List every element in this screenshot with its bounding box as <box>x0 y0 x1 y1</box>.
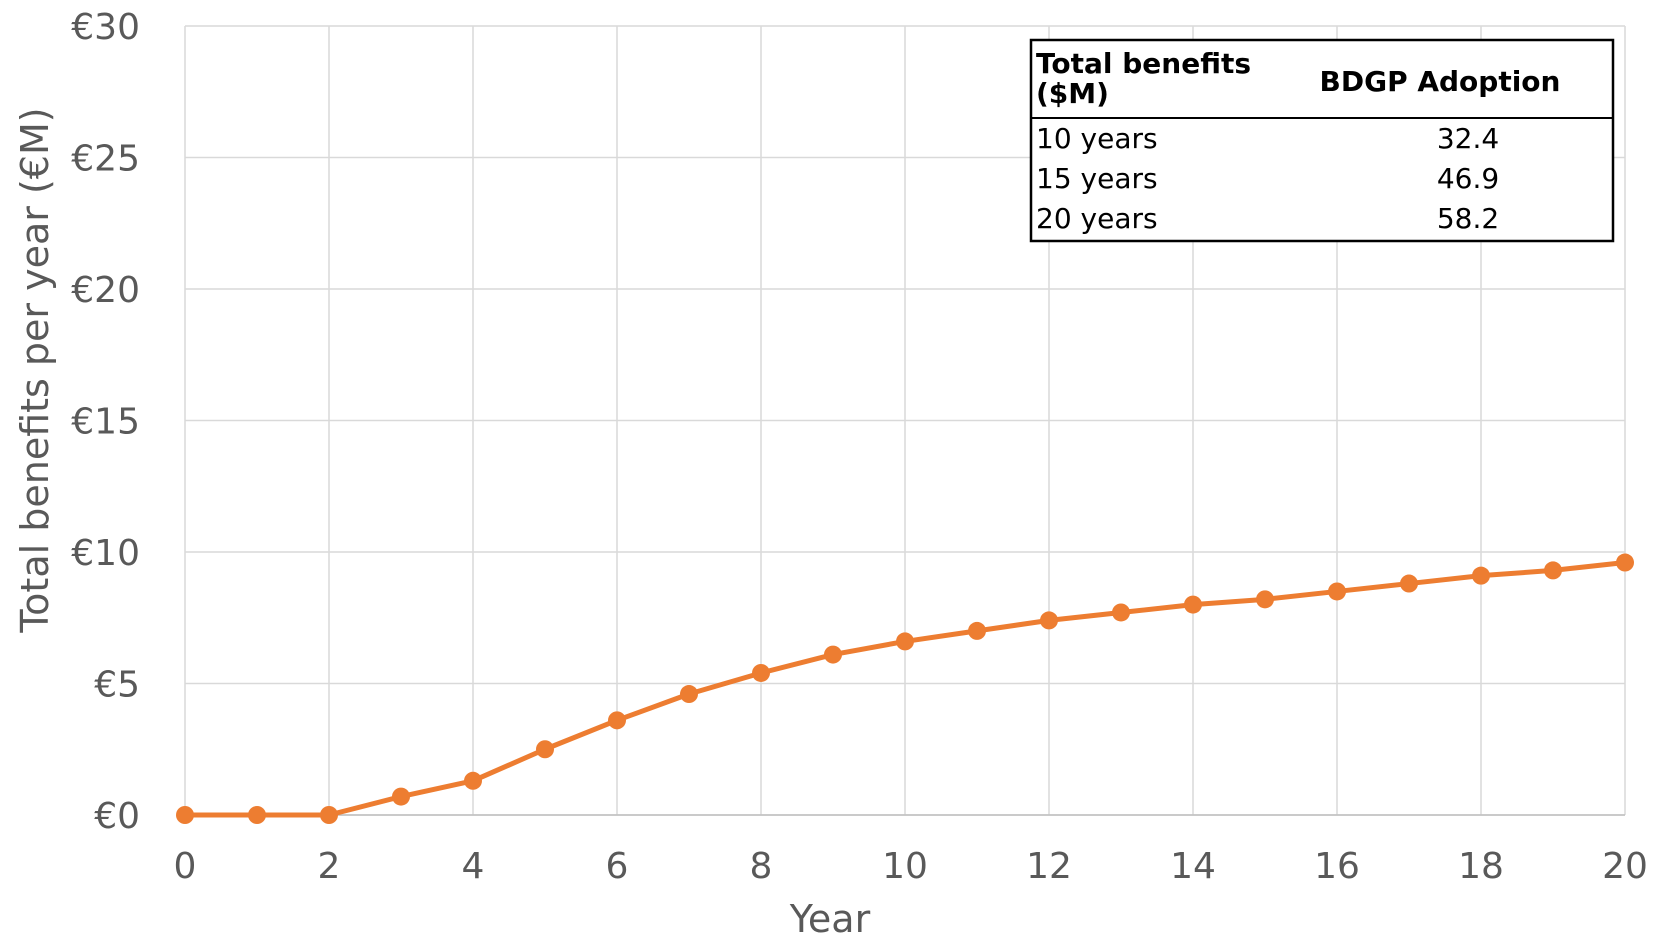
y-tick-label: €10 <box>71 533 140 574</box>
table-row-value: 32.4 <box>1437 122 1499 155</box>
y-tick-label: €5 <box>94 665 140 706</box>
x-tick-label: 2 <box>318 846 341 887</box>
y-axis-ticks: €0 €5 €10 €15 €20 €25 €30 <box>71 7 140 837</box>
table-row-label: 15 years <box>1036 162 1158 195</box>
data-point <box>320 806 338 824</box>
y-tick-label: €30 <box>71 7 140 48</box>
x-tick-label: 20 <box>1602 846 1648 887</box>
data-point <box>680 685 698 704</box>
data-point <box>1472 566 1490 585</box>
table-row-value: 46.9 <box>1437 162 1499 195</box>
data-point <box>1616 553 1634 572</box>
data-point <box>1256 590 1274 609</box>
data-point <box>896 632 914 651</box>
x-tick-label: 16 <box>1314 846 1360 887</box>
y-tick-label: €0 <box>94 796 140 837</box>
x-tick-label: 4 <box>462 846 485 887</box>
table-rows: 10 years 32.4 15 years 46.9 20 years 58.2 <box>1036 122 1499 235</box>
data-point <box>824 645 842 664</box>
x-tick-label: 0 <box>174 846 197 887</box>
x-tick-label: 18 <box>1458 846 1504 887</box>
data-point <box>1112 603 1130 622</box>
table-header-bdgp-adoption: BDGP Adoption <box>1320 65 1561 98</box>
y-axis-title: Total benefits per year (€M) <box>13 107 57 633</box>
x-tick-label: 6 <box>606 846 629 887</box>
y-tick-label: €25 <box>71 139 140 180</box>
x-tick-label: 8 <box>750 846 773 887</box>
table-header-line1: Total benefits <box>1036 47 1251 80</box>
data-point <box>1328 582 1346 601</box>
data-point <box>464 771 482 790</box>
table-header-total-benefits: Total benefits ($M) <box>1036 47 1261 110</box>
data-point <box>176 806 194 824</box>
table-border <box>1029 38 1615 243</box>
x-axis-title: Year <box>789 897 871 937</box>
data-point <box>1040 611 1058 630</box>
data-point <box>392 787 410 806</box>
data-point <box>248 806 266 824</box>
x-axis-ticks: 0 2 4 6 8 10 12 14 16 18 20 <box>174 846 1648 887</box>
benefits-table: Total benefits ($M) BDGP Adoption 10 yea… <box>1029 38 1615 243</box>
y-tick-label: €15 <box>71 402 140 443</box>
table-header-line2: ($M) <box>1036 77 1109 110</box>
data-point <box>536 740 554 759</box>
table-row-value: 58.2 <box>1437 202 1499 235</box>
data-point <box>1544 561 1562 580</box>
data-point <box>968 621 986 640</box>
table-row-label: 10 years <box>1036 122 1158 155</box>
data-point <box>1400 574 1418 593</box>
x-tick-label: 12 <box>1026 846 1072 887</box>
data-point <box>608 711 626 730</box>
y-tick-label: €20 <box>71 270 140 311</box>
x-tick-label: 10 <box>882 846 928 887</box>
data-point <box>752 663 770 682</box>
gridlines <box>184 25 1626 816</box>
table-row-label: 20 years <box>1036 202 1158 235</box>
series-group <box>176 553 1634 824</box>
x-tick-label: 14 <box>1170 846 1216 887</box>
data-point <box>1184 595 1202 614</box>
